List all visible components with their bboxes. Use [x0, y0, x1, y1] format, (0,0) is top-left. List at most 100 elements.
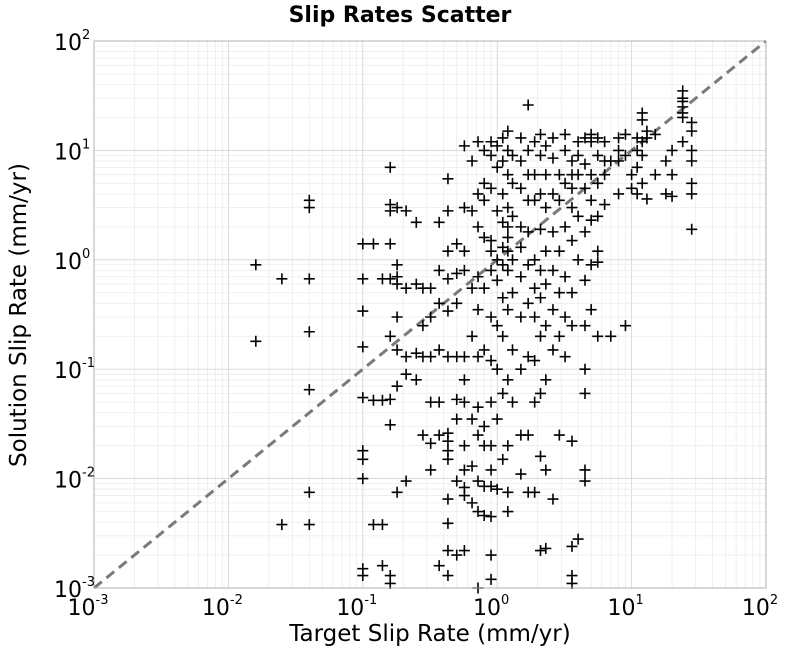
data-point [535, 387, 547, 399]
data-point [451, 549, 463, 561]
data-point [442, 517, 454, 529]
y-axis-ticks: 10-3 10-2 10-1 100 101 102 [54, 28, 95, 603]
data-point [502, 374, 514, 386]
data-point [566, 540, 578, 552]
data-point [478, 177, 490, 189]
data-point [559, 177, 571, 189]
data-point [599, 169, 611, 181]
data-point [458, 140, 470, 152]
data-point [451, 267, 463, 279]
data-point [417, 320, 429, 332]
data-point [566, 577, 578, 589]
data-point [522, 99, 534, 111]
data-point [497, 292, 509, 304]
data-point [553, 169, 565, 181]
data-point [458, 351, 470, 363]
data-point [391, 278, 403, 290]
data-point [458, 490, 470, 502]
data-point [572, 254, 584, 266]
data-point [547, 344, 559, 356]
data-point [451, 413, 463, 425]
data-point [485, 149, 497, 161]
data-point [442, 435, 454, 447]
data-point [400, 282, 412, 294]
data-point [276, 519, 288, 531]
data-point [579, 363, 591, 375]
data-point [491, 363, 503, 375]
data-point [250, 259, 262, 271]
data-point [566, 155, 578, 167]
data-point [572, 210, 584, 222]
data-point [547, 132, 559, 144]
data-point [686, 223, 698, 235]
data-point [619, 128, 631, 140]
x-tick-label: 102 [742, 593, 778, 621]
x-tick-label: 101 [607, 593, 643, 621]
data-point [636, 149, 648, 161]
data-point [472, 351, 484, 363]
data-point [535, 149, 547, 161]
data-point [579, 274, 591, 286]
data-point [384, 238, 396, 250]
data-point [592, 177, 604, 189]
data-point [491, 161, 503, 173]
data-point [478, 344, 490, 356]
data-point [613, 144, 625, 156]
data-point [357, 305, 369, 317]
data-point [507, 177, 519, 189]
data-point [502, 264, 514, 276]
data-point [566, 202, 578, 214]
data-point [553, 429, 565, 441]
data-point [478, 231, 490, 243]
data-point [592, 149, 604, 161]
data-point [613, 132, 625, 144]
data-point [497, 188, 509, 200]
data-point [559, 311, 571, 323]
data-point [485, 440, 497, 452]
data-point [579, 464, 591, 476]
data-point [442, 493, 454, 505]
data-point [585, 214, 597, 226]
data-point [686, 144, 698, 156]
data-point [507, 254, 519, 266]
data-point [458, 202, 470, 214]
data-point [592, 330, 604, 342]
data-point [559, 128, 571, 140]
data-point [631, 144, 643, 156]
data-point [529, 194, 541, 206]
data-point [502, 169, 514, 181]
data-point [502, 221, 514, 233]
data-point [507, 344, 519, 356]
data-point [631, 161, 643, 173]
x-tick-label: 10-2 [202, 593, 243, 621]
data-point [522, 297, 534, 309]
data-point [535, 450, 547, 462]
data-point [451, 297, 463, 309]
data-point [384, 161, 396, 173]
data-point [485, 245, 497, 257]
data-point [540, 320, 552, 332]
data-point [497, 216, 509, 228]
data-point [566, 182, 578, 194]
data-point [497, 453, 509, 465]
data-point [472, 401, 484, 413]
data-point [384, 419, 396, 431]
data-point [535, 264, 547, 276]
data-point [485, 264, 497, 276]
data-point [357, 341, 369, 353]
data-point [585, 304, 597, 316]
data-point [472, 188, 484, 200]
y-tick-label: 10-3 [54, 575, 95, 603]
data-point [472, 221, 484, 233]
data-point [666, 169, 678, 181]
data-point [357, 273, 369, 285]
data-point [400, 475, 412, 487]
data-point [502, 144, 514, 156]
data-point [626, 169, 638, 181]
data-point [491, 483, 503, 495]
data-point [613, 155, 625, 167]
data-point [572, 149, 584, 161]
data-point [458, 264, 470, 276]
